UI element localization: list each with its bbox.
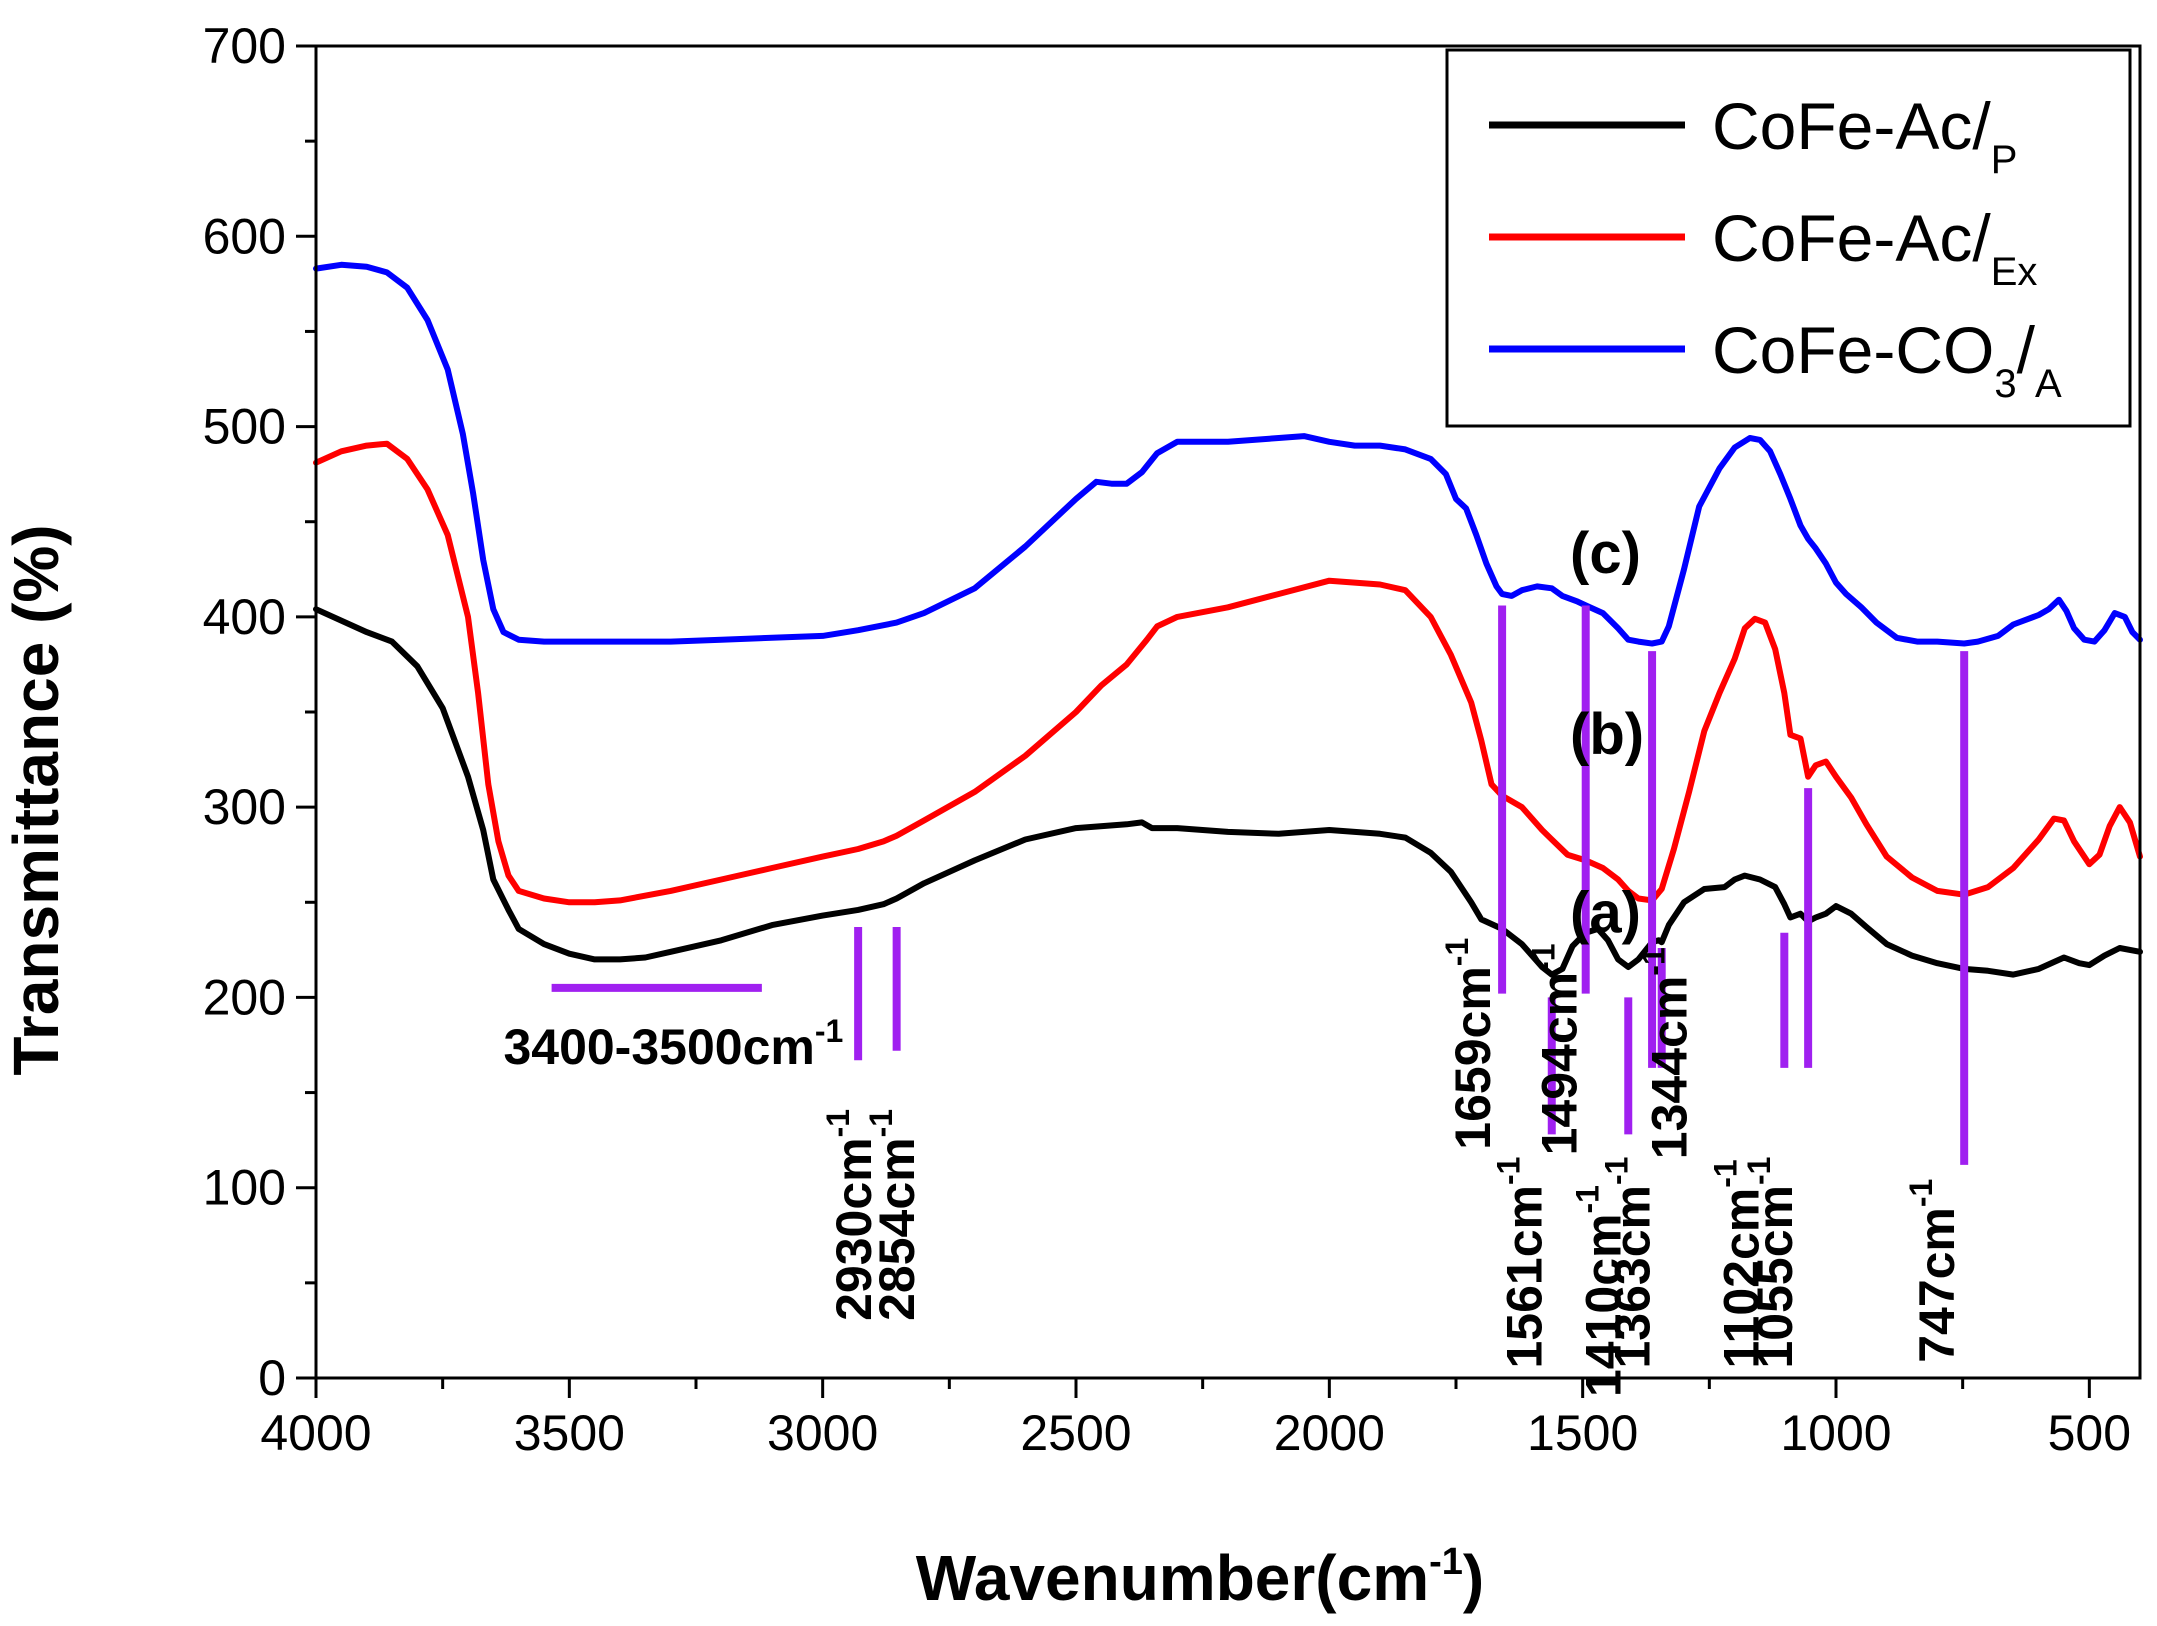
y-tick-label-0: 0 <box>258 1350 286 1406</box>
annotation-1344cm: 1344cm-1 <box>1636 947 1698 1159</box>
axes-layer: 4000 3500 3000 2500 2000 1500 1000 500 0 100 200 30… <box>203 18 2142 1461</box>
curve-label-b: (b) <box>1570 702 1644 767</box>
x-tick-label-1000: 1000 <box>1780 1405 1891 1461</box>
series-line-0 <box>313 606 2143 978</box>
y-tick-label-100: 100 <box>203 1160 286 1216</box>
annotation-1055cm: 1055cm-1 <box>1741 1157 1803 1369</box>
annotation-3400-3500cm: 3400-3500cm-1 <box>503 1013 843 1075</box>
x-tick-label-4000: 4000 <box>260 1405 371 1461</box>
curve-label-c: (c) <box>1570 521 1641 586</box>
y-tick-label-600: 600 <box>203 208 286 264</box>
y-axis-title: Transmittance (%) <box>0 524 72 1075</box>
y-tick-label-500: 500 <box>203 399 286 455</box>
annotation-1659cm: 1659cm-1 <box>1439 938 1501 1150</box>
y-tick-label-400: 400 <box>203 589 286 645</box>
x-tick-label-3500: 3500 <box>514 1405 625 1461</box>
y-tick-label-300: 300 <box>203 779 286 835</box>
x-tick-label-3000: 3000 <box>767 1405 878 1461</box>
annotation-747cm: 747cm-1 <box>1903 1179 1965 1363</box>
annotation-1410cm: 1410cm-1 <box>1570 1185 1632 1397</box>
series-line-1 <box>313 440 2143 906</box>
y-tick-label-700: 700 <box>203 18 286 74</box>
x-tick-label-2500: 2500 <box>1020 1405 1131 1461</box>
marker-layer <box>551 605 1969 1165</box>
curve-label-a: (a) <box>1570 881 1641 946</box>
x-tick-label-500: 500 <box>2048 1405 2131 1461</box>
annotation-1494cm: 1494cm-1 <box>1526 943 1588 1155</box>
annotation-2930cm: 2930cm-1 <box>820 1109 882 1321</box>
annotation-2854cm: 2854cm-1 <box>863 1109 925 1321</box>
y-tick-label-200: 200 <box>203 969 286 1025</box>
x-tick-label-2000: 2000 <box>1274 1405 1385 1461</box>
x-tick-label-1500: 1500 <box>1527 1405 1638 1461</box>
series-layer <box>313 261 2143 978</box>
series-line-2 <box>313 261 2143 647</box>
annotation-1561cm: 1561cm-1 <box>1491 1157 1553 1369</box>
annotation-1102cm: 1102cm-1 <box>1708 1159 1770 1368</box>
annotation-1363cm: 1363cm-1 <box>1599 1157 1661 1369</box>
x-axis-title: Wavenumber(cm-1) <box>916 1541 1484 1614</box>
